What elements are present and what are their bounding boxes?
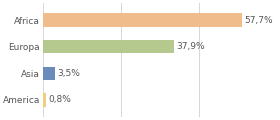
Text: 57,7%: 57,7% <box>244 16 273 25</box>
Text: 37,9%: 37,9% <box>176 42 205 51</box>
Text: 3,5%: 3,5% <box>58 69 81 78</box>
Bar <box>43 93 46 107</box>
Bar <box>43 13 242 27</box>
Bar <box>43 40 174 53</box>
Text: 0,8%: 0,8% <box>48 95 71 104</box>
Bar <box>43 67 55 80</box>
